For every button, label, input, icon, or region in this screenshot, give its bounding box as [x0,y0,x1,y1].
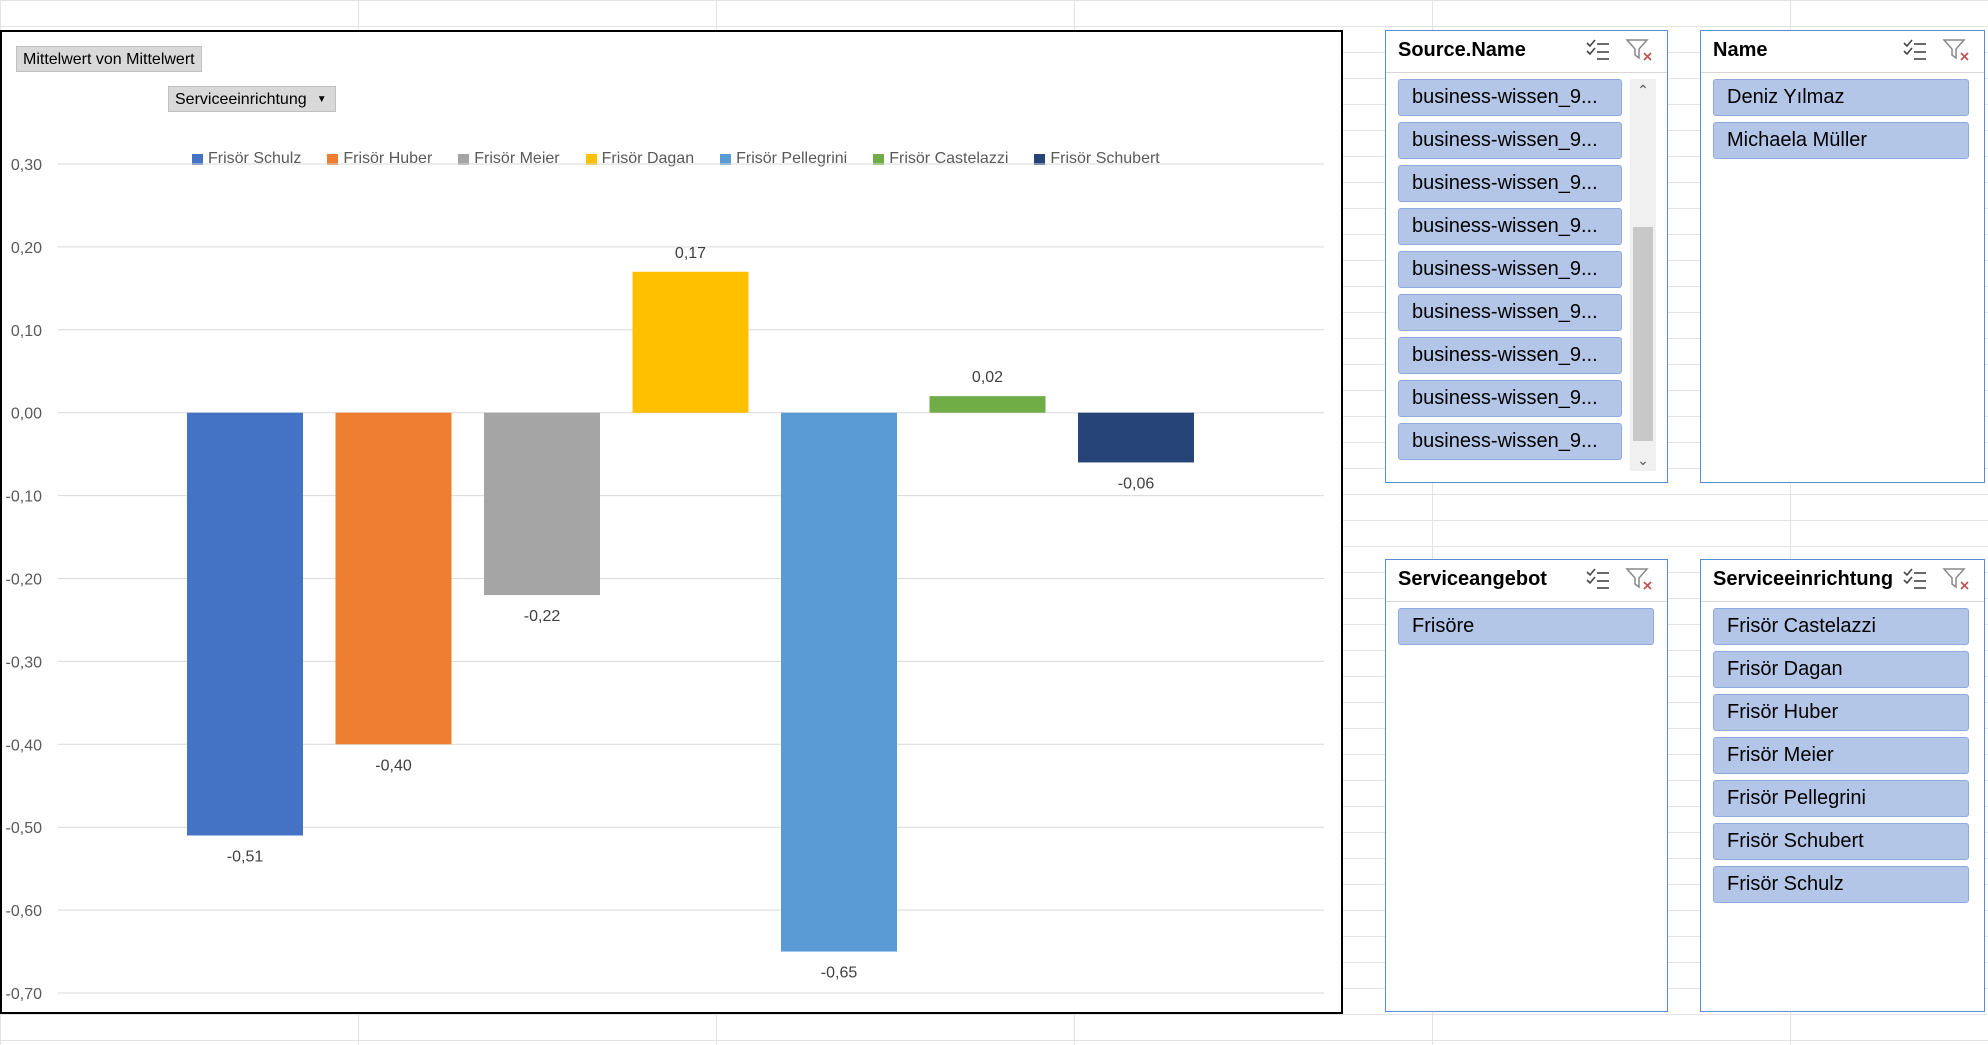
legend-label: Frisör Castelazzi [889,150,1009,167]
slicer-title: Source.Name [1398,39,1526,61]
clear-filter-icon[interactable] [1625,37,1653,63]
legend-entry[interactable]: Frisör Castelazzi [873,150,1008,168]
data-label: -0,65 [821,965,858,982]
legend-swatch [192,153,203,165]
y-tick-label: -0,30 [6,654,43,671]
slicer-title: Serviceeinrichtung [1713,568,1894,590]
slicer-item[interactable]: Frisöre [1398,608,1654,645]
data-label: -0,06 [1118,475,1155,492]
y-tick-label: -0,50 [6,820,43,837]
y-tick-label: 0,10 [11,323,42,340]
slicer-item[interactable]: Frisör Castelazzi [1713,608,1969,645]
y-tick-label: -0,20 [6,572,43,589]
data-label: 0,17 [675,245,706,262]
slicer-item[interactable]: Deniz Yılmaz [1713,79,1969,116]
legend-label: Frisör Meier [474,150,560,167]
legend-swatch [1034,153,1046,165]
data-label: -0,22 [524,608,561,625]
slicer-item[interactable]: business-wissen_9... [1398,423,1622,460]
legend-entry[interactable]: Frisör Huber [327,150,432,168]
slicer-item[interactable]: Frisör Dagan [1713,651,1969,688]
slicer-item[interactable]: business-wissen_9... [1398,208,1622,245]
slicer-item[interactable]: business-wissen_9... [1398,165,1622,202]
y-tick-label: -0,40 [6,737,43,754]
slicer-title: Serviceangebot [1398,568,1547,590]
legend-swatch [873,153,885,165]
slicer-item[interactable]: Frisör Meier [1713,737,1969,774]
clear-filter-icon[interactable] [1942,566,1970,592]
legend-label: Frisör Dagan [601,150,695,167]
slicer-serviceeinrichtung[interactable]: Serviceeinrichtung Frisör Castelazzi Fris… [1700,559,1985,1012]
scroll-thumb[interactable] [1633,227,1653,441]
slicer-item[interactable]: business-wissen_9... [1398,380,1622,417]
axis-field-label: Serviceeinrichtung [175,91,307,108]
slicer-source-name[interactable]: Source.Name business-wissen_9... business… [1385,30,1668,483]
data-label: -0,51 [227,848,264,865]
y-tick-label: -0,60 [6,903,43,920]
legend-swatch [458,153,470,165]
slicer-item[interactable]: business-wissen_9... [1398,337,1622,374]
value-field-button[interactable]: Mittelwert von Mittelwert [16,46,202,72]
slicer-item[interactable]: business-wissen_9... [1398,294,1622,331]
legend-label: Frisör Pellegrini [736,150,848,167]
clear-filter-icon[interactable] [1942,37,1970,63]
legend-label: Frisör Huber [343,150,433,167]
scroll-down-icon[interactable]: ⌄ [1637,451,1649,468]
slicer-serviceangebot[interactable]: Serviceangebot Frisöre [1385,559,1668,1012]
slicer-name[interactable]: Name Deniz Yılmaz Michaela Müller [1700,30,1985,483]
legend-entry[interactable]: Frisör Pellegrini [720,150,847,168]
dropdown-arrow-icon: ▼ [316,94,327,105]
slicer-item[interactable]: Michaela Müller [1713,122,1969,159]
slicer-item[interactable]: Frisör Huber [1713,694,1969,731]
multi-select-icon[interactable] [1585,566,1611,592]
slicer-title: Name [1713,39,1768,61]
slicer-item[interactable]: Frisör Schubert [1713,823,1969,860]
legend-label: Frisör Schulz [208,150,302,167]
chart-plot-area: 0,30 0,20 0,10 0,00 -0,10 -0,20 -0,30 -0,40 -0,5… [6,157,1324,1003]
multi-select-icon[interactable] [1902,566,1928,592]
slicer-divider [1701,72,1984,73]
pivot-chart[interactable]: Mittelwert von Mittelwert Serviceeinrich… [0,30,1343,1014]
data-label: 0,02 [972,369,1003,386]
y-tick-label: 0,30 [11,157,42,174]
bar[interactable] [187,412,303,836]
slicer-item[interactable]: Frisör Pellegrini [1713,780,1969,817]
legend-entry[interactable]: Frisör Dagan [585,150,695,168]
multi-select-icon[interactable] [1902,37,1928,63]
bar[interactable] [1078,412,1194,463]
slicer-scrollbar[interactable]: ⌃ ⌄ [1630,79,1656,471]
legend-entry[interactable]: Frisör Meier [458,150,560,168]
y-tick-label: -0,10 [6,489,43,506]
multi-select-icon[interactable] [1585,37,1611,63]
slicer-item[interactable]: business-wissen_9... [1398,79,1622,116]
slicer-divider [1386,72,1667,73]
data-label: -0,40 [375,757,412,774]
legend-label: Frisör Schubert [1050,150,1160,167]
clear-filter-icon[interactable] [1625,566,1653,592]
slicer-divider [1701,601,1984,602]
bar[interactable] [781,412,897,952]
slicer-item[interactable]: business-wissen_9... [1398,251,1622,288]
y-tick-label: 0,00 [11,406,42,423]
bar[interactable] [929,396,1046,413]
y-tick-label: -0,70 [6,986,43,1003]
bar[interactable] [484,412,600,596]
legend-swatch [585,153,597,165]
bar[interactable] [632,271,749,413]
bar[interactable] [335,412,452,745]
legend-swatch [720,153,732,165]
axis-field-button[interactable]: Serviceeinrichtung ▼ [168,86,336,112]
slicer-item[interactable]: business-wissen_9... [1398,122,1622,159]
chart-legend[interactable]: Frisör Schulz Frisör Huber Frisör Meier Fri… [192,150,1160,168]
legend-swatch [327,153,339,165]
slicer-item[interactable]: Frisör Schulz [1713,866,1969,903]
scroll-up-icon[interactable]: ⌃ [1637,81,1649,98]
legend-entry[interactable]: Frisör Schubert [1034,150,1160,168]
y-tick-label: 0,20 [11,240,42,257]
slicer-divider [1386,601,1667,602]
legend-entry[interactable]: Frisör Schulz [192,150,301,168]
